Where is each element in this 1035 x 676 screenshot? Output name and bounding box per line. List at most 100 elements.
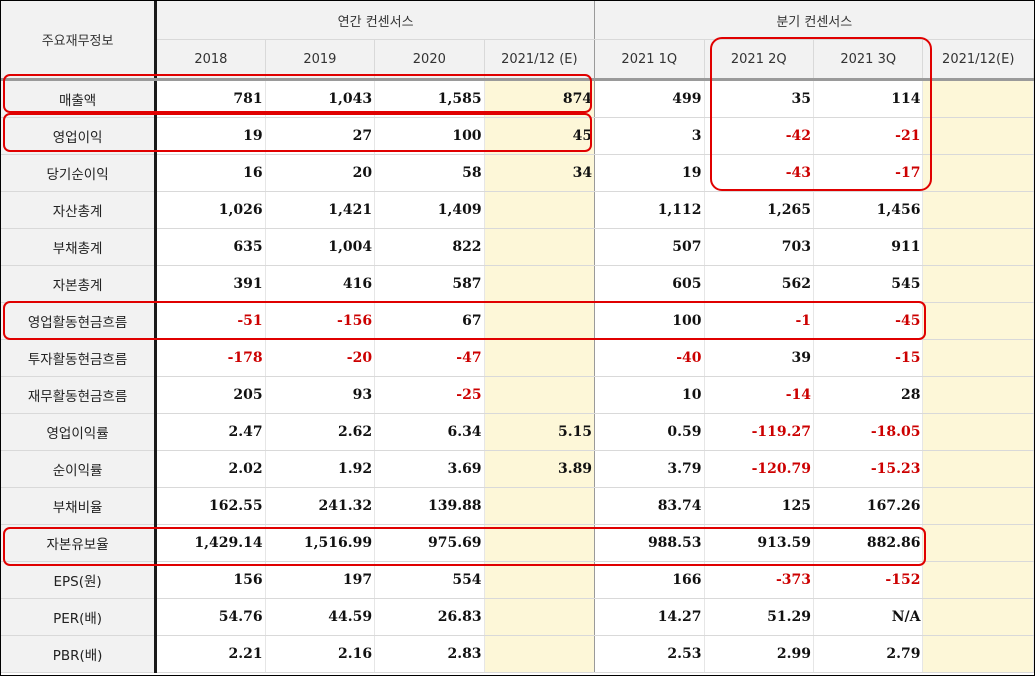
- value-cell: -1: [704, 302, 815, 340]
- period-header: 2021/12 (E): [484, 39, 596, 81]
- value-cell: 1.92: [265, 450, 376, 488]
- value-cell: 167.26: [813, 487, 924, 525]
- value-cell: 499: [594, 79, 705, 118]
- value-cell: [484, 376, 596, 414]
- value-cell: [922, 79, 1034, 118]
- value-cell: 911: [813, 228, 924, 266]
- value-cell: [922, 635, 1034, 673]
- value-cell: 822: [374, 228, 485, 266]
- value-cell: 1,026: [155, 191, 266, 229]
- value-cell: 605: [594, 265, 705, 303]
- period-header: 2021/12(E): [922, 39, 1034, 81]
- table-row: 영업활동현금흐름 -51 -156 67 100 -1 -45: [1, 302, 1034, 340]
- value-cell: 3: [594, 117, 705, 155]
- value-cell: 44.59: [265, 598, 376, 636]
- value-cell: 587: [374, 265, 485, 303]
- value-cell: 2.21: [155, 635, 266, 673]
- value-cell: -178: [155, 339, 266, 377]
- value-cell: [922, 154, 1034, 192]
- value-cell: [484, 302, 596, 340]
- header-period-row: 2018 2019 2020 2021/12 (E) 2021 1Q 2021 …: [1, 39, 1034, 81]
- value-cell: 416: [265, 265, 376, 303]
- table-row: 자산총계 1,026 1,421 1,409 1,112 1,265 1,456: [1, 191, 1034, 229]
- value-cell: [484, 598, 596, 636]
- value-cell: 197: [265, 561, 376, 599]
- period-header: 2019: [265, 39, 376, 81]
- value-cell: 2.79: [813, 635, 924, 673]
- row-label: 부채총계: [1, 228, 158, 266]
- value-cell: 2.47: [155, 413, 266, 451]
- row-label: EPS(원): [1, 561, 158, 599]
- value-cell: 882.86: [813, 524, 924, 562]
- value-cell: 125: [704, 487, 815, 525]
- row-label: 영업이익: [1, 117, 158, 155]
- row-label: PBR(배): [1, 635, 158, 673]
- quarter-consensus-header: 분기 컨센서스: [594, 1, 1034, 40]
- value-cell: -45: [813, 302, 924, 340]
- value-cell: -152: [813, 561, 924, 599]
- value-cell: 205: [155, 376, 266, 414]
- value-cell: -47: [374, 339, 485, 377]
- value-cell: [922, 561, 1034, 599]
- value-cell: 3.69: [374, 450, 485, 488]
- value-cell: 156: [155, 561, 266, 599]
- period-header: 2020: [374, 39, 485, 81]
- value-cell: 507: [594, 228, 705, 266]
- value-cell: 83.74: [594, 487, 705, 525]
- table-row: 매출액 781 1,043 1,585 874 499 35 114: [1, 79, 1034, 118]
- value-cell: 975.69: [374, 524, 485, 562]
- value-cell: -25: [374, 376, 485, 414]
- period-header: 2018: [155, 39, 266, 81]
- value-cell: 54.76: [155, 598, 266, 636]
- value-cell: -15: [813, 339, 924, 377]
- row-label: 순이익률: [1, 450, 158, 488]
- period-header: 2021 2Q: [704, 39, 815, 81]
- table-row: 부채총계 635 1,004 822 507 703 911: [1, 228, 1034, 266]
- value-cell: 1,585: [374, 79, 485, 118]
- value-cell: 93: [265, 376, 376, 414]
- value-cell: 28: [813, 376, 924, 414]
- value-cell: 2.16: [265, 635, 376, 673]
- table-row: EPS(원) 156 197 554 166 -373 -152: [1, 561, 1034, 599]
- value-cell: [922, 450, 1034, 488]
- value-cell: 1,043: [265, 79, 376, 118]
- value-cell: 34: [484, 154, 596, 192]
- corner-header: 주요재무정보: [1, 1, 158, 81]
- value-cell: 0.59: [594, 413, 705, 451]
- value-cell: 16: [155, 154, 266, 192]
- value-cell: 114: [813, 79, 924, 118]
- row-label: 영업이익률: [1, 413, 158, 451]
- table-row: 부채비율 162.55 241.32 139.88 83.74 125 167.26: [1, 487, 1034, 525]
- value-cell: -119.27: [704, 413, 815, 451]
- value-cell: 391: [155, 265, 266, 303]
- value-cell: 3.89: [484, 450, 596, 488]
- value-cell: 139.88: [374, 487, 485, 525]
- value-cell: 2.02: [155, 450, 266, 488]
- value-cell: 100: [594, 302, 705, 340]
- value-cell: [484, 191, 596, 229]
- table-row: 순이익률 2.02 1.92 3.69 3.89 3.79 -120.79 -15.23: [1, 450, 1034, 488]
- value-cell: 20: [265, 154, 376, 192]
- value-cell: 2.62: [265, 413, 376, 451]
- value-cell: 166: [594, 561, 705, 599]
- value-cell: [922, 228, 1034, 266]
- value-cell: 3.79: [594, 450, 705, 488]
- value-cell: -51: [155, 302, 266, 340]
- value-cell: [484, 339, 596, 377]
- value-cell: -15.23: [813, 450, 924, 488]
- value-cell: [922, 191, 1034, 229]
- value-cell: 51.29: [704, 598, 815, 636]
- value-cell: 2.83: [374, 635, 485, 673]
- value-cell: -14: [704, 376, 815, 414]
- value-cell: 241.32: [265, 487, 376, 525]
- value-cell: [484, 487, 596, 525]
- period-header: 2021 1Q: [594, 39, 705, 81]
- value-cell: 2.99: [704, 635, 815, 673]
- table-row: 자본유보율 1,429.14 1,516.99 975.69 988.53 913.59 8…: [1, 524, 1034, 562]
- value-cell: [922, 413, 1034, 451]
- value-cell: 14.27: [594, 598, 705, 636]
- value-cell: 874: [484, 79, 596, 118]
- value-cell: 10: [594, 376, 705, 414]
- row-label: 자본유보율: [1, 524, 158, 562]
